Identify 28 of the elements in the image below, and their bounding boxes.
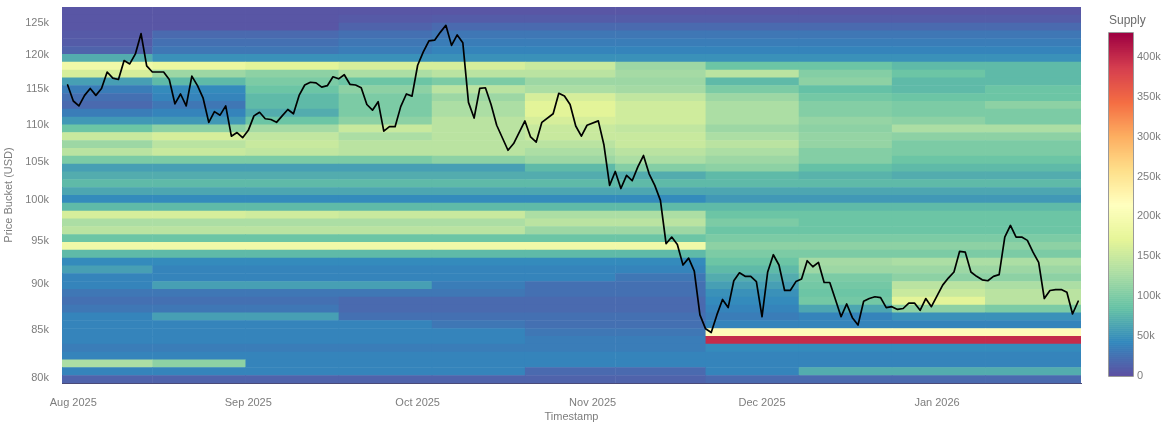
x-tick-label: Nov 2025 xyxy=(569,395,617,408)
color-bar-label: 200k xyxy=(1137,209,1162,222)
x-tick-label: Dec 2025 xyxy=(738,395,786,408)
y-tick-label: 115k xyxy=(25,82,50,95)
x-axis-title: Timestamp xyxy=(544,410,599,423)
color-bar-label: 250k xyxy=(1137,169,1162,182)
color-bar-title: Supply xyxy=(1109,13,1146,27)
color-bar-label: 350k xyxy=(1137,89,1162,102)
color-bar-label: 300k xyxy=(1137,129,1162,142)
y-tick-label: 90k xyxy=(31,277,50,290)
color-bar-label: 100k xyxy=(1137,289,1162,302)
y-axis-title: Price Bucket (USD) xyxy=(1,147,14,243)
x-tick-label: Sep 2025 xyxy=(224,395,272,408)
y-tick-label: 125k xyxy=(25,15,50,28)
x-tick-label: Jan 2026 xyxy=(914,395,960,408)
y-tick-label: 100k xyxy=(25,193,50,206)
y-tick-label: 85k xyxy=(31,322,50,335)
y-tick-label: 120k xyxy=(25,48,50,61)
y-tick-label: 110k xyxy=(25,117,50,130)
color-bar-label: 150k xyxy=(1137,249,1162,262)
y-tick-label: 80k xyxy=(31,371,50,384)
x-tick-label: Oct 2025 xyxy=(395,395,440,408)
y-tick-label: 105k xyxy=(25,154,50,167)
color-bar-label: 0 xyxy=(1137,369,1144,382)
color-bar-label: 400k xyxy=(1137,49,1162,62)
color-bar-label: 50k xyxy=(1137,329,1156,342)
y-tick-label: 95k xyxy=(31,234,50,247)
x-tick-label: Aug 2025 xyxy=(49,395,97,408)
